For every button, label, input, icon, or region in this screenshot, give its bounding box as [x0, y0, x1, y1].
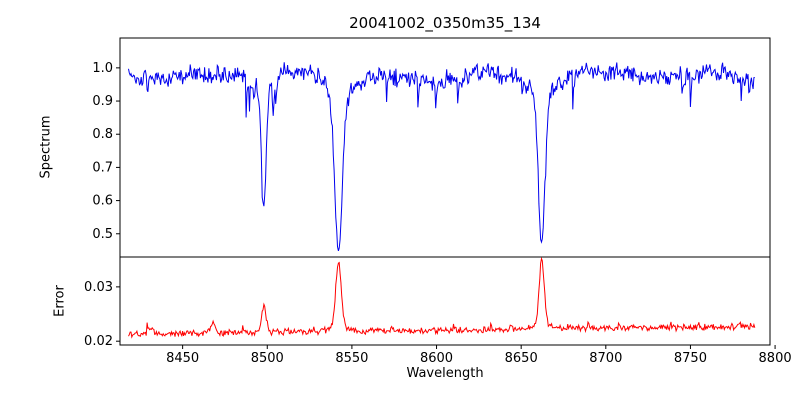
y-tick-label: 0.03	[84, 280, 113, 295]
y-tick-label: 0.7	[92, 160, 113, 175]
y-tick-label: 1.0	[92, 61, 113, 76]
error-line	[128, 256, 756, 339]
y-tick-label: 0.9	[92, 94, 113, 109]
y-tick-label: 0.8	[92, 127, 113, 142]
spectrum-line	[128, 62, 755, 252]
x-tick-label: 8500	[251, 351, 284, 366]
y-tick-label: 0.5	[92, 227, 113, 242]
x-tick-label: 8650	[505, 351, 538, 366]
x-tick-label: 8550	[335, 351, 368, 366]
x-axis-label: Wavelength	[406, 366, 484, 381]
chart-title: 20041002_0350m35_134	[349, 14, 541, 32]
error-panel-border	[119, 256, 771, 346]
y-tick-label: 0.02	[84, 334, 113, 349]
y-tick-label: 0.6	[92, 194, 113, 209]
x-tick-label: 8700	[589, 351, 622, 366]
x-tick-label: 8450	[166, 351, 199, 366]
x-tick-label: 8750	[674, 351, 707, 366]
x-tick-label: 8800	[759, 351, 792, 366]
x-tick-label: 8600	[420, 351, 453, 366]
